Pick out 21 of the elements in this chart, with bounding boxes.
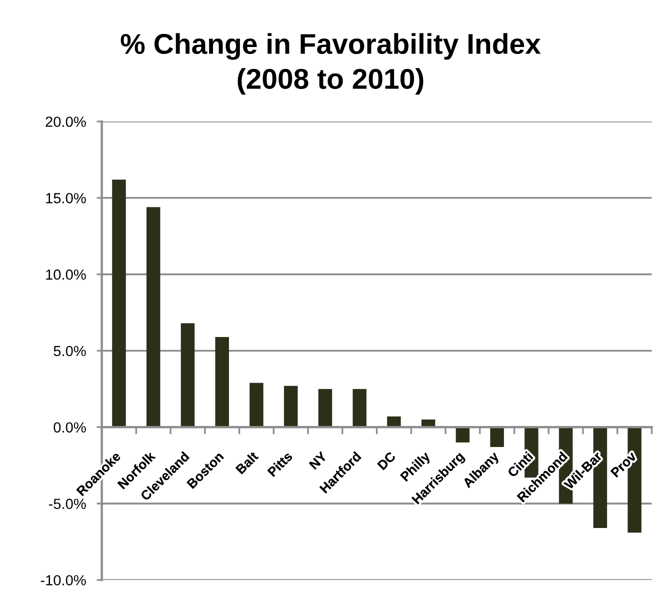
chart-title: % Change in Favorability Index (2008 to 2010) xyxy=(120,33,541,95)
bar xyxy=(112,180,126,428)
bar xyxy=(318,388,332,428)
y-tick-label: 20.0% xyxy=(46,116,86,127)
x-tick-label: Balt xyxy=(235,450,259,474)
bar xyxy=(490,427,504,448)
y-tick-label: -5.0% xyxy=(48,498,86,509)
bar xyxy=(352,388,366,428)
bar xyxy=(387,416,401,428)
y-tick-label: 10.0% xyxy=(46,269,86,280)
bar xyxy=(215,336,229,428)
bar xyxy=(250,382,264,428)
x-tick-label: DC xyxy=(377,451,396,470)
y-tick-label: 15.0% xyxy=(46,193,86,204)
bar xyxy=(180,323,195,428)
y-tick-label: 0.0% xyxy=(54,422,86,433)
y-tick-label: 5.0% xyxy=(54,346,86,356)
bar xyxy=(146,207,160,428)
y-tick-label: -10.0% xyxy=(40,575,86,586)
bar xyxy=(456,427,470,442)
bar xyxy=(284,386,298,428)
